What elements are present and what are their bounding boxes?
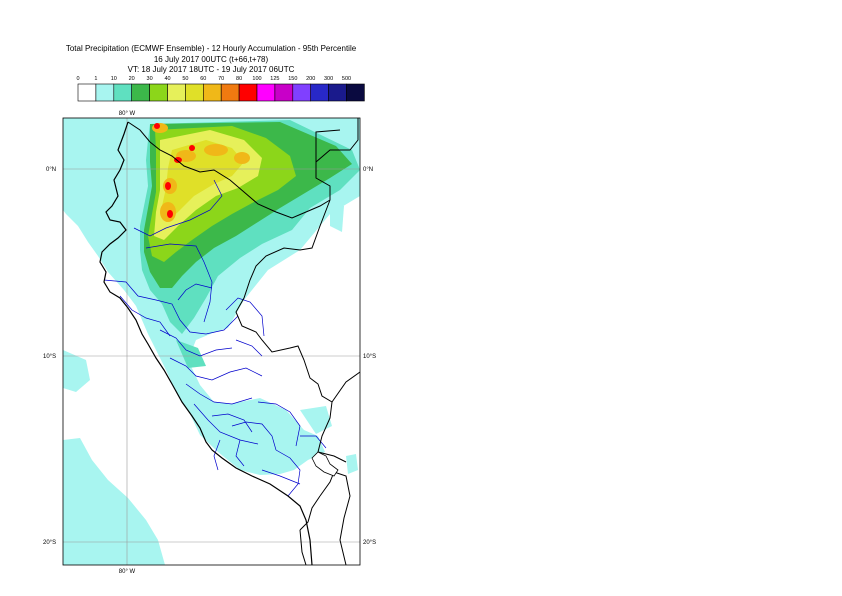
legend-tick-label: 0 <box>76 76 79 82</box>
legend-tick-label: 30 <box>147 76 153 82</box>
lon-label-top: 80° W <box>119 111 136 117</box>
legend-tick-label: 70 <box>218 76 224 82</box>
map-title-line1: Total Precipitation (ECMWF Ensemble) - 1… <box>65 44 357 53</box>
legend-tick-label: 100 <box>252 76 261 82</box>
lat-label-left-0: 0°N <box>46 167 56 173</box>
lat-label-right-20: 20°S <box>363 540 376 546</box>
legend-tick-label: 125 <box>270 76 279 82</box>
legend-tick-label: 50 <box>182 76 188 82</box>
legend-tick-label: 200 <box>306 76 315 82</box>
legend-tick-label: 1 <box>94 76 97 82</box>
lat-label-right-0: 0°N <box>363 167 373 173</box>
coastline <box>99 121 313 565</box>
precip-red-field <box>154 123 195 218</box>
legend-tick-label: 40 <box>164 76 170 82</box>
map-title-line2: 16 July 2017 00UTC (t+66,t+78) <box>153 55 269 64</box>
regional-borders <box>103 179 327 497</box>
country-borders <box>127 118 360 565</box>
lat-label-left-20: 20°S <box>43 540 56 546</box>
legend-tick-label: 500 <box>342 76 351 82</box>
precipitation-legend: 0 1 10 20 30 40 50 60 70 80 100 125 150 200 300 500 <box>76 76 365 102</box>
legend-swatch <box>346 83 365 102</box>
legend-tick-label: 150 <box>288 76 297 82</box>
lat-label-left-10: 10°S <box>43 354 56 360</box>
lat-label-right-10: 10°S <box>363 354 376 360</box>
legend-tick-label: 80 <box>236 76 242 82</box>
legend-tick-label: 60 <box>200 76 206 82</box>
legend-tick-label: 300 <box>324 76 333 82</box>
lake-titicaca <box>311 451 339 477</box>
map-title-line3: VT: 18 July 2017 18UTC - 19 July 2017 06… <box>127 65 295 74</box>
legend-tick-label: 10 <box>111 76 117 82</box>
map-frame <box>62 117 361 566</box>
precip-orange-field <box>152 123 250 222</box>
legend-tick-label: 20 <box>129 76 135 82</box>
lon-label-bottom: 80° W <box>119 569 136 575</box>
